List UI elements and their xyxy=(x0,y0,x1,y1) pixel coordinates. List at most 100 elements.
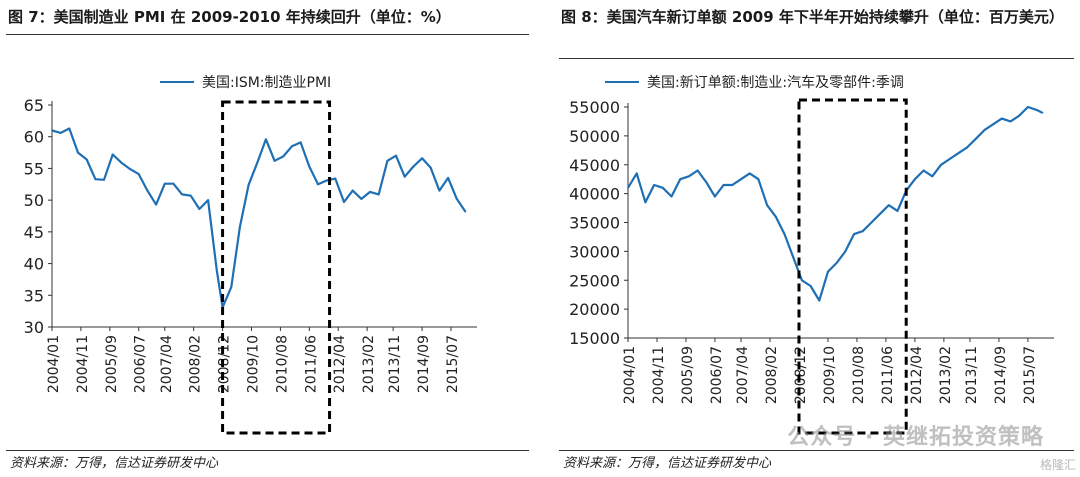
left-x-tick-label: 2010/08 xyxy=(274,335,290,393)
left-data-point xyxy=(377,193,380,196)
left-data-point xyxy=(230,286,233,288)
left-data-point xyxy=(429,166,432,169)
left-data-point xyxy=(265,138,267,141)
left-data-point xyxy=(247,184,250,186)
right-y-tick-label: 30000 xyxy=(569,242,620,261)
left-x-tick-label: 2008/12 xyxy=(217,335,233,393)
right-y-tick-label: 55000 xyxy=(569,98,620,117)
left-x-tick-label: 2014/09 xyxy=(416,335,432,393)
right-data-point xyxy=(931,175,934,178)
left-data-point xyxy=(189,194,192,197)
left-data-point xyxy=(239,225,241,228)
left-legend: 美国:ISM:制造业PMI xyxy=(160,72,331,92)
left-data-point xyxy=(334,177,337,180)
left-x-tick-label: 2006/07 xyxy=(133,335,149,393)
right-legend-label: 美国:新订单额:制造业:汽车及零部件:季调 xyxy=(647,75,904,91)
right-x-tick-label: 2006/07 xyxy=(709,346,725,404)
right-x-tick-label: 2004/01 xyxy=(622,346,638,404)
left-x-tick-label: 2009/10 xyxy=(245,335,261,393)
left-data-point xyxy=(325,179,328,182)
left-x-tick-label: 2013/11 xyxy=(387,335,403,393)
left-data-point xyxy=(215,269,218,272)
left-y-tick-label: 50 xyxy=(24,191,44,210)
right-data-point xyxy=(835,262,838,264)
right-data-point xyxy=(653,184,655,186)
left-data-point xyxy=(85,158,88,161)
right-data-point xyxy=(966,146,968,149)
left-source-rule xyxy=(6,450,529,451)
left-x-tick-label: 2011/06 xyxy=(303,335,319,393)
left-x-tick-label: 2008/02 xyxy=(188,335,204,393)
left-data-point xyxy=(129,168,131,170)
right-x-tick-label: 2008/12 xyxy=(793,346,809,404)
left-data-point xyxy=(386,159,389,162)
right-x-tick-label: 2009/10 xyxy=(822,346,838,404)
right-data-point xyxy=(731,184,734,186)
right-data-point xyxy=(809,285,812,287)
left-data-point xyxy=(198,208,201,210)
right-source-note: 资料来源：万得，信达证券研发中心 xyxy=(563,456,772,471)
left-x-tick-label: 2015/07 xyxy=(445,335,461,393)
left-data-point xyxy=(403,175,406,178)
right-y-tick-label: 20000 xyxy=(569,300,620,319)
right-data-point xyxy=(940,163,942,166)
left-title-rule xyxy=(6,34,529,35)
left-data-point xyxy=(155,203,157,206)
left-data-point xyxy=(360,197,363,200)
right-source-rule xyxy=(559,450,1074,451)
right-data-point xyxy=(844,250,847,253)
right-y-tick-label: 50000 xyxy=(569,127,620,146)
right-x-tick-label: 2015/07 xyxy=(1022,346,1038,404)
right-x-tick-label: 2005/09 xyxy=(680,346,696,404)
right-highlight-box xyxy=(797,98,908,435)
left-legend-label: 美国:ISM:制造业PMI xyxy=(202,75,332,91)
left-data-point xyxy=(291,145,293,148)
right-x-tick-label: 2010/08 xyxy=(851,346,867,404)
left-data-point xyxy=(447,177,449,179)
right-chart-plot: 15000 20000 25000 30000 35000 40000 45000 50000… xyxy=(569,98,1054,435)
left-x-tick-label: 2005/09 xyxy=(104,335,120,393)
right-data-point xyxy=(722,184,725,186)
right-data-point xyxy=(670,195,673,198)
right-data-point xyxy=(853,233,855,235)
right-data-point xyxy=(1009,120,1012,123)
right-y-tick-label: 15000 xyxy=(569,329,620,348)
left-data-point xyxy=(94,178,97,181)
right-data-point xyxy=(1000,117,1003,120)
right-data-point xyxy=(696,169,699,172)
watermark-small-text: 格隆汇 xyxy=(1039,458,1076,472)
right-data-point xyxy=(896,210,899,212)
right-x-tick-label: 2013/02 xyxy=(938,346,954,404)
left-legend-swatch xyxy=(160,81,194,83)
right-data-point xyxy=(948,158,951,160)
right-data-point xyxy=(879,212,882,215)
left-data-point xyxy=(51,129,53,132)
right-y-tick-label: 45000 xyxy=(569,156,620,175)
left-data-point xyxy=(351,189,354,192)
right-data-point xyxy=(774,215,777,218)
left-data-point xyxy=(68,127,71,130)
left-y-tick-label: 40 xyxy=(24,255,44,274)
right-data-point xyxy=(635,172,638,175)
left-data-point xyxy=(59,132,62,134)
left-y-tick-label: 45 xyxy=(24,223,44,242)
left-data-point xyxy=(137,173,140,176)
right-x-tick-label: 2007/04 xyxy=(735,346,751,404)
left-data-point xyxy=(111,153,114,156)
left-data-point xyxy=(256,161,259,164)
left-x-tick-label: 2004/11 xyxy=(75,335,91,393)
left-chart-title: 图 7：美国制造业 PMI 在 2009-2010 年持续回升（单位：%） xyxy=(8,8,451,26)
right-data-point xyxy=(1018,114,1021,117)
right-data-point xyxy=(974,137,977,140)
left-data-point xyxy=(464,210,467,213)
right-data-point xyxy=(818,299,821,302)
left-chart-panel: 图 7：美国制造业 PMI 在 2009-2010 年持续回升（单位：%） 美国… xyxy=(0,0,535,477)
right-data-point xyxy=(627,186,629,189)
right-data-point xyxy=(748,172,751,175)
right-x-tick-label: 2008/02 xyxy=(764,346,780,404)
left-y-tick-label: 55 xyxy=(24,159,44,178)
left-y-tick-label: 35 xyxy=(24,286,44,305)
right-data-point xyxy=(679,178,682,181)
right-legend-swatch xyxy=(605,81,639,83)
right-data-point xyxy=(861,230,864,233)
